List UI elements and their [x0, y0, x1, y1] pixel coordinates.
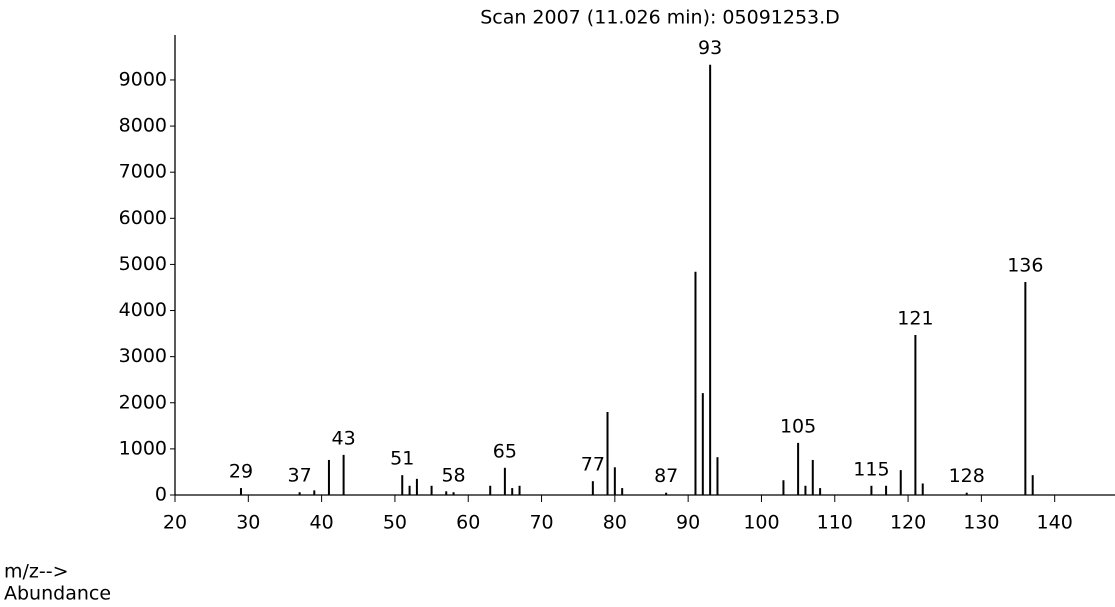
x-tick-label: 30	[236, 512, 260, 534]
peak-label: 93	[698, 37, 722, 59]
x-tick-label: 80	[603, 512, 627, 534]
x-tick-label: 110	[817, 512, 853, 534]
x-tick-label: 120	[890, 512, 926, 534]
x-tick-label: 40	[310, 512, 334, 534]
peak-label: 29	[229, 461, 253, 483]
x-tick-label: 50	[383, 512, 407, 534]
peak-label: 128	[949, 465, 985, 487]
peak-label: 77	[581, 454, 605, 476]
y-tick-label: 5000	[119, 253, 167, 275]
peak-label: 43	[332, 427, 356, 449]
y-tick-label: 9000	[119, 68, 167, 90]
y-tick-label: 6000	[119, 207, 167, 229]
peak-label: 58	[441, 465, 465, 487]
x-tick-label: 90	[676, 512, 700, 534]
peak-label: 136	[1007, 254, 1043, 276]
peak-label: 105	[780, 415, 816, 437]
peak-label: 51	[390, 448, 414, 470]
x-tick-label: 130	[963, 512, 999, 534]
peak-label: 121	[897, 307, 933, 329]
y-tick-label: 0	[155, 484, 167, 506]
y-tick-label: 8000	[119, 115, 167, 137]
x-tick-label: 100	[743, 512, 779, 534]
x-tick-label: 140	[1037, 512, 1073, 534]
peak-label: 115	[853, 458, 889, 480]
y-tick-label: 7000	[119, 161, 167, 183]
x-axis-label: m/z-->	[4, 561, 69, 583]
peak-label: 87	[654, 465, 678, 487]
y-tick-label: 4000	[119, 299, 167, 321]
x-tick-label: 60	[456, 512, 480, 534]
y-axis-label: Abundance	[4, 583, 111, 605]
y-tick-label: 2000	[119, 391, 167, 413]
peak-label: 37	[288, 465, 312, 487]
y-tick-label: 3000	[119, 345, 167, 367]
peak-label: 65	[493, 440, 517, 462]
x-tick-label: 70	[529, 512, 553, 534]
chart-title: Scan 2007 (11.026 min): 05091253.D	[480, 7, 840, 29]
y-tick-label: 1000	[119, 437, 167, 459]
x-tick-label: 20	[163, 512, 187, 534]
